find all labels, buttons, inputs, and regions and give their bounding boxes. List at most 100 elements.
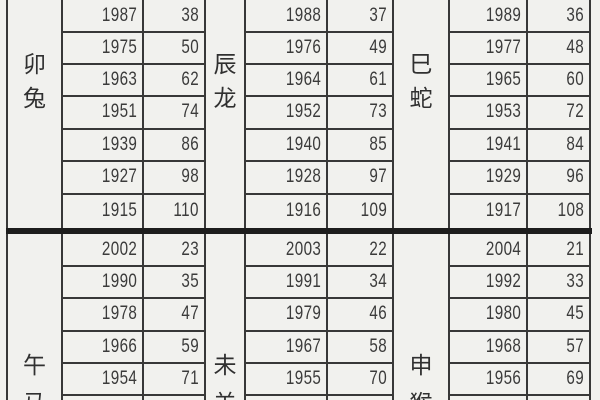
year-value: 1939 [101,133,137,155]
age-cell: 58 [329,331,387,364]
year-value: 1917 [485,199,521,221]
age-cell: 70 [329,363,387,395]
age-cell: 72 [529,96,584,129]
year-cell: 2002 [64,234,137,266]
age-value: 73 [369,101,387,123]
year-cell: 1979 [247,298,321,331]
zodiac-label-shen-monkey: 猴 [393,387,449,400]
year-value: 1915 [101,199,137,221]
grid-hline [449,394,590,396]
year-cell: 1980 [451,298,521,331]
age-value: 85 [369,133,387,155]
year-cell: 1978 [64,298,137,331]
grid-hline [449,95,590,97]
year-value: 1965 [485,68,521,90]
year-cell: 2004 [451,234,521,266]
zodiac-label-wei-goat: 未 [213,353,237,378]
year-cell: 1965 [451,64,521,97]
age-value: 110 [173,199,199,221]
age-value: 48 [566,36,584,58]
age-cell: 50 [145,32,199,64]
grid-hline [449,265,590,267]
zodiac-label-chen-dragon: 龙 [213,86,237,111]
age-cell: 33 [529,266,584,298]
age-cell: 49 [329,32,387,64]
section-divider-line [6,228,592,234]
grid-hline [62,297,205,299]
age-value: 74 [181,101,199,123]
year-cell: 1976 [247,32,321,64]
year-value: 1952 [285,101,321,123]
age-cell: 96 [529,161,584,194]
year-value: 1975 [101,36,137,58]
age-value: 37 [369,5,387,26]
year-value: 1929 [485,166,521,188]
grid-hline [62,265,205,267]
grid-hline [62,31,205,33]
grid-hline [62,394,205,396]
year-value: 1980 [485,303,521,325]
grid-vline [6,0,8,400]
age-value: 57 [566,335,584,357]
year-cell: 1964 [247,64,321,97]
age-cell: 47 [145,298,199,331]
year-cell: 1992 [451,266,521,298]
grid-hline [245,62,393,65]
grid-hline [245,329,393,332]
grid-hline [245,95,393,97]
age-value: 109 [360,199,387,221]
grid-vline [244,0,246,400]
age-cell: 21 [529,234,584,266]
age-cell: 74 [145,96,199,129]
age-cell: 110 [145,194,199,229]
grid-hline [245,394,393,396]
age-cell: 61 [329,64,387,97]
age-value: 45 [566,303,584,325]
grid-hline [449,297,590,299]
age-cell: 59 [145,331,199,364]
zodiac-label-wu-horse: 马 [7,387,62,400]
zodiac-label-si-snake: 蛇 [409,86,433,111]
year-cell: 1952 [247,96,321,129]
grid-hline [245,31,393,33]
year-cell: 1940 [247,129,321,162]
year-cell: 1951 [64,96,137,129]
age-value: 96 [566,166,584,188]
year-cell: 1953 [451,96,521,129]
zodiac-label-shen-monkey: 申 [409,353,433,378]
age-value: 23 [181,239,199,260]
year-cell: 1989 [451,0,521,32]
grid-vline [526,0,528,400]
year-value: 2003 [285,239,321,260]
age-value: 36 [566,5,584,26]
age-cell: 109 [329,194,387,229]
grid-hline [245,265,393,267]
year-cell: 1987 [64,0,137,32]
age-cell: 69 [529,363,584,395]
zodiac-label-wu-horse: 午 [23,353,46,378]
age-cell: 22 [329,234,387,266]
year-value: 1989 [485,5,521,26]
year-value: 1916 [285,199,321,221]
age-cell: 38 [145,0,199,32]
age-cell: 57 [529,331,584,364]
age-value: 58 [369,335,387,357]
age-value: 108 [557,199,584,221]
year-value: 1941 [485,133,521,155]
year-value: 1964 [285,68,321,90]
age-cell: 85 [329,129,387,162]
grid-hline [62,62,205,65]
age-value: 70 [369,368,387,389]
age-cell: 108 [529,194,584,229]
year-cell: 1956 [451,363,521,395]
year-cell: 2003 [247,234,321,266]
age-cell: 36 [529,0,584,32]
year-value: 1956 [485,368,521,389]
year-value: 1978 [101,303,137,325]
age-cell: 98 [145,161,199,194]
grid-hline [62,127,205,130]
age-value: 86 [181,133,199,155]
year-value: 1987 [101,5,137,26]
year-value: 1976 [285,36,321,58]
